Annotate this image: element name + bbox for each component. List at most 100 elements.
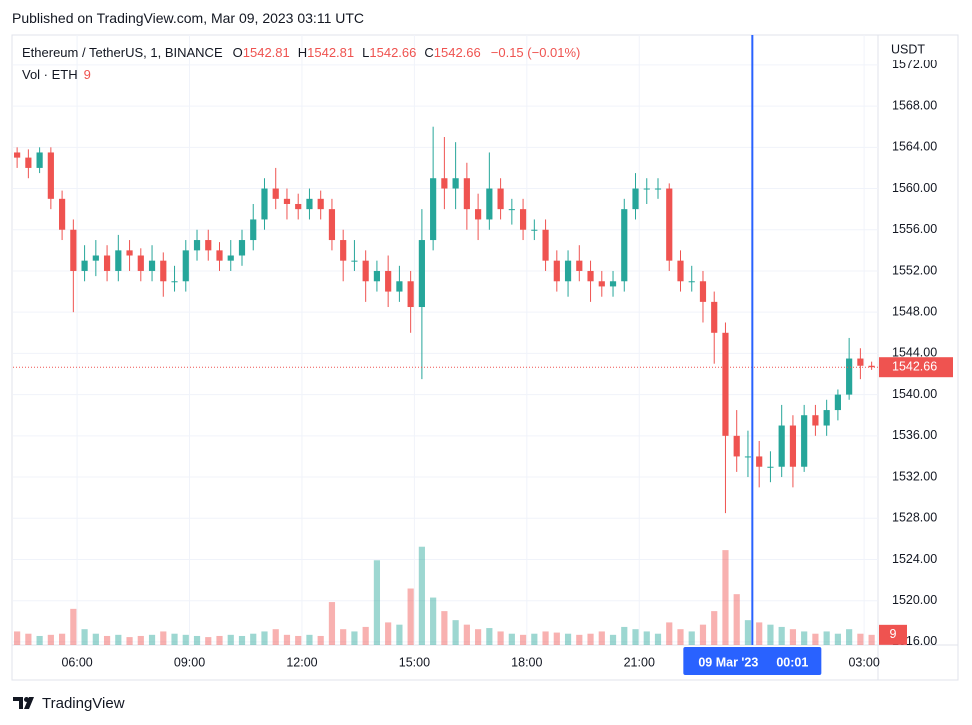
- volume-bar: [699, 624, 707, 645]
- candle-body: [756, 456, 763, 467]
- volume-bar: [238, 635, 246, 645]
- volume-bar: [306, 634, 313, 645]
- candle-body: [463, 178, 470, 210]
- volume-bar: [407, 588, 414, 645]
- volume-bar: [531, 633, 538, 645]
- candle-body: [373, 270, 381, 282]
- volume-bar: [609, 634, 617, 645]
- candle-body: [227, 255, 234, 261]
- volume-bar: [812, 633, 819, 645]
- volume-bar: [666, 622, 673, 645]
- candle-body: [654, 188, 662, 190]
- volume-tag-label: 9: [890, 627, 897, 641]
- logo-mark: [13, 697, 34, 709]
- volume-bar: [47, 634, 54, 645]
- ohlc: O 1542.81 H 1542.81 L 1542.66 C 1542.66: [233, 45, 481, 60]
- y-tick-label: 1564.00: [892, 140, 937, 154]
- footer-brand: TradingView: [42, 695, 125, 712]
- volume-bar: [59, 633, 66, 645]
- volume-bar: [744, 620, 752, 645]
- candle-body: [92, 255, 99, 261]
- x-tick-label: 21:00: [624, 655, 655, 669]
- candle-body: [677, 260, 684, 282]
- crosshair-time: 00:01: [776, 655, 808, 669]
- candle-body: [418, 240, 425, 308]
- candle-body: [340, 240, 347, 261]
- volume-bar: [553, 632, 560, 645]
- y-tick-label: 1520.00: [892, 593, 937, 607]
- volume-bar: [834, 633, 841, 645]
- candles: [14, 126, 875, 514]
- volume-bar: [25, 633, 32, 645]
- ohlc-value: 1542.66: [369, 45, 417, 60]
- candle-body: [283, 198, 291, 204]
- candle-body: [688, 281, 695, 283]
- ohlc-value: 1542.81: [242, 45, 290, 60]
- logo: [13, 697, 34, 709]
- candle-body: [81, 260, 88, 271]
- symbol: Ethereum / TetherUS, 1, BINANCE: [22, 45, 223, 60]
- volume-value: 9: [83, 67, 91, 82]
- y-tick-label: 1536.00: [892, 428, 937, 442]
- ohlc-value: 1542.66: [433, 45, 481, 60]
- candle-body: [812, 415, 819, 426]
- volume-bar: [36, 635, 43, 645]
- crosshair-tag: [683, 647, 822, 675]
- volume-bar: [115, 634, 122, 645]
- candle-body: [789, 425, 797, 467]
- candle-body: [823, 410, 830, 426]
- volume-bar: [519, 634, 527, 645]
- volume-bar: [857, 633, 864, 645]
- candle-body: [744, 456, 752, 458]
- volume-bar: [846, 629, 853, 645]
- candle-body: [137, 255, 144, 271]
- y-tick-label: 1556.00: [892, 222, 937, 236]
- x-tick-label: 15:00: [399, 655, 430, 669]
- volume-bar: [542, 631, 549, 645]
- candle-body: [531, 229, 538, 231]
- currency-bg: [880, 38, 956, 60]
- last-price-tag: [879, 357, 953, 378]
- volume-bar: [497, 631, 504, 645]
- volume-bar: [193, 635, 201, 645]
- candle-body: [475, 209, 482, 220]
- candle-body: [564, 260, 572, 282]
- volume-bar: [81, 629, 88, 645]
- volume-bar: [688, 631, 695, 645]
- volume-bar: [148, 634, 156, 645]
- candle-body: [306, 198, 313, 210]
- volume-bar: [171, 633, 178, 645]
- candle-body: [508, 209, 515, 211]
- volume-bar: [328, 602, 336, 645]
- y-tick-label: 1552.00: [892, 263, 937, 277]
- volume-legend: Vol · ETH 9: [22, 67, 91, 82]
- volume-bar: [475, 629, 482, 645]
- candle-body: [643, 188, 650, 190]
- y-tick-label: 1544.00: [892, 346, 937, 360]
- candle-body: [115, 250, 122, 271]
- candle-body: [587, 270, 594, 282]
- grid: [13, 35, 878, 645]
- volume-bar: [261, 631, 268, 645]
- volume-bar: [227, 634, 234, 645]
- candle-body: [362, 260, 369, 282]
- candle-body: [609, 281, 617, 287]
- change: −0.15 (−0.01%): [490, 45, 581, 60]
- candle-body: [261, 188, 268, 220]
- volume-bar: [373, 560, 381, 645]
- candle-body: [699, 281, 707, 302]
- ohlc-value: 1542.81: [307, 45, 355, 60]
- symbol-legend: Ethereum / TetherUS, 1, BINANCE O 1542.81…: [22, 45, 580, 60]
- candle-body: [778, 425, 785, 467]
- published-header: Published on TradingView.com, Mar 09, 20…: [12, 10, 365, 26]
- volume-bar: [441, 611, 448, 645]
- volume-tag: [879, 624, 907, 645]
- volume-bar: [14, 631, 21, 645]
- volume-bar: [216, 635, 223, 645]
- candle-body: [238, 240, 246, 256]
- x-tick-label: 18:00: [511, 655, 542, 669]
- volume-bar: [598, 631, 605, 645]
- candle-body: [441, 178, 448, 189]
